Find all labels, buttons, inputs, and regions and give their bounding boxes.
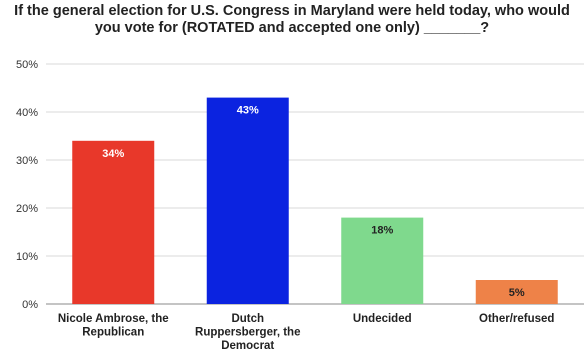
data-label: 18% <box>371 225 393 237</box>
bar <box>475 280 558 304</box>
x-tick-label-line: Other/refused <box>479 313 554 325</box>
y-tick-label: 20% <box>16 203 38 215</box>
data-label: 43% <box>237 105 259 117</box>
x-tick-label-line: Nicole Ambrose, the <box>58 313 169 325</box>
y-tick-label: 40% <box>16 107 38 119</box>
y-tick-label: 30% <box>16 155 38 167</box>
x-tick-label: Dutch Ruppersberger, the Democrat <box>195 313 300 351</box>
chart-title-line-2: you vote for (ROTATED and accepted one o… <box>94 20 490 36</box>
y-tick-label: 0% <box>22 299 38 311</box>
x-tick-label-line: Democrat <box>221 340 274 351</box>
x-tick-label: Other/refused <box>479 313 554 325</box>
x-tick-label-line: Undecided <box>353 313 412 325</box>
x-tick-label-line: Ruppersberger, the <box>195 327 300 339</box>
x-tick-label-line: Dutch <box>231 313 264 325</box>
y-tick-label: 10% <box>16 251 38 263</box>
bar <box>206 97 289 304</box>
bar <box>72 140 155 304</box>
x-tick-label: Nicole Ambrose, the Republican <box>58 313 169 339</box>
x-tick-label: Undecided <box>353 313 412 325</box>
y-tick-label: 50% <box>16 59 38 71</box>
data-label: 34% <box>102 148 124 160</box>
chart-title: If the general election for U.S. Congres… <box>0 3 584 37</box>
chart-title-line-1: If the general election for U.S. Congres… <box>14 3 570 19</box>
x-tick-label-line: Republican <box>82 327 144 339</box>
data-label: 5% <box>509 287 525 299</box>
bar <box>341 217 424 304</box>
